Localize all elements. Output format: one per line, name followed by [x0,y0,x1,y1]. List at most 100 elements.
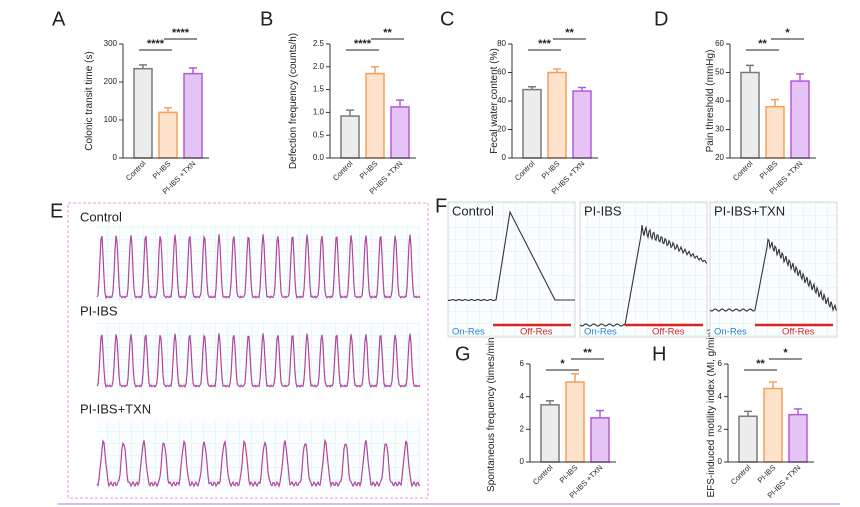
y-tick-label: 1.0 [313,108,325,117]
trace-label: Control [80,209,122,224]
trace [96,438,421,488]
y-tick-label: 2 [520,424,525,433]
bar [590,417,610,463]
y-tick-label: 6 [520,359,525,368]
panel-letter: B [260,8,273,30]
x-tick-label: PI-IBS [540,159,562,181]
x-tick-label: PI-IBS [558,463,580,485]
y-axis-label: Colonic transit time (s) [84,51,95,150]
y-tick-label: 20 [715,153,724,162]
y-tick-label: 2.5 [313,39,325,48]
x-tick-label: Control [331,159,355,183]
panel-letter: A [52,8,66,30]
trace-label: PI-IBS [584,203,622,218]
trace [579,225,708,327]
bar [565,381,585,463]
off-res-label: Off-Res [520,327,553,338]
significance-label: **** [147,38,165,50]
y-tick-label: 60 [497,68,506,77]
y-tick-label: 100 [104,115,118,124]
bar [788,413,808,463]
y-axis-label: Pain threshold (mmHg) [705,50,716,153]
x-tick-label: Control [124,159,148,183]
bar [765,105,785,159]
trace-grid [97,420,420,490]
y-tick-label: 20 [497,125,506,134]
y-axis-label: Fecal water content (%) [489,48,500,154]
y-tick-label: 300 [104,39,118,48]
y-tick-label: 2 [718,424,723,433]
y-tick-label: 0 [520,457,525,466]
panel-letter: D [654,8,668,30]
y-tick-label: 40 [497,96,506,105]
y-tick-label: 0.5 [313,130,325,139]
y-axis-label: Spontaneous frequency (times/min) [486,334,497,492]
panel-letter: H [652,343,666,365]
trace [96,333,421,389]
off-res-label: Off-Res [782,327,815,338]
significance-label: ** [383,27,392,39]
x-tick-label: PI-IBS [756,463,778,485]
x-tick-label: PI-IBS [758,159,780,181]
bar [133,67,153,159]
significance-label: *** [538,38,552,50]
y-tick-label: 0 [718,457,723,466]
significance-label: **** [354,38,372,50]
bar [540,404,560,463]
trace-label: PI-IBS+TXN [714,203,785,218]
panel-letter: G [455,343,471,365]
bar [763,387,783,463]
significance-label: ** [758,38,767,50]
y-tick-label: 30 [715,125,724,134]
y-tick-label: 50 [715,68,724,77]
significance-label: ** [565,27,574,39]
trace-label: PI-IBS+TXN [80,401,151,416]
x-tick-label: Control [729,463,753,487]
on-res-label: On-Res [452,327,485,338]
bar [340,115,360,159]
significance-label: * [785,27,790,39]
bar [790,80,810,159]
y-tick-label: 0.0 [313,153,325,162]
bar [365,72,385,159]
trace [96,234,421,300]
bar [572,90,592,159]
y-tick-label: 40 [715,96,724,105]
significance-label: ** [583,347,592,359]
trace-label: Control [452,203,494,218]
panel-e-frame [67,202,429,499]
trace-grid [97,322,420,392]
on-res-label: On-Res [714,327,747,338]
y-tick-label: 200 [104,77,118,86]
x-tick-label: PI-IBS [151,159,173,181]
x-tick-label: Control [513,159,537,183]
significance-label: **** [172,27,190,39]
bar [547,71,567,159]
x-tick-label: Control [531,463,555,487]
y-tick-label: 0 [502,153,507,162]
bar [740,71,760,159]
panel-letter: C [440,8,454,30]
trace-grid [709,201,838,338]
bar [390,106,410,159]
trace-label: PI-IBS [80,303,118,318]
y-axis-label: EFS-induced motility index (MI, g/min) [706,329,717,498]
y-tick-label: 4 [520,392,525,401]
off-res-label: Off-Res [652,327,685,338]
y-tick-label: 60 [715,39,724,48]
y-tick-label: 1.5 [313,85,325,94]
trace-grid [579,201,708,338]
on-res-label: On-Res [584,327,617,338]
bar [738,415,758,463]
bar [522,88,542,159]
significance-label: * [783,347,788,359]
y-tick-label: 4 [718,392,723,401]
panel-letter: E [50,200,63,222]
panel-letter: F [435,195,447,217]
y-axis-label: Defection frequency (counts/h) [288,33,299,169]
y-tick-label: 0 [113,153,118,162]
trace [447,210,575,302]
significance-label: ** [756,358,765,370]
x-tick-label: PI-IBS [358,159,380,181]
